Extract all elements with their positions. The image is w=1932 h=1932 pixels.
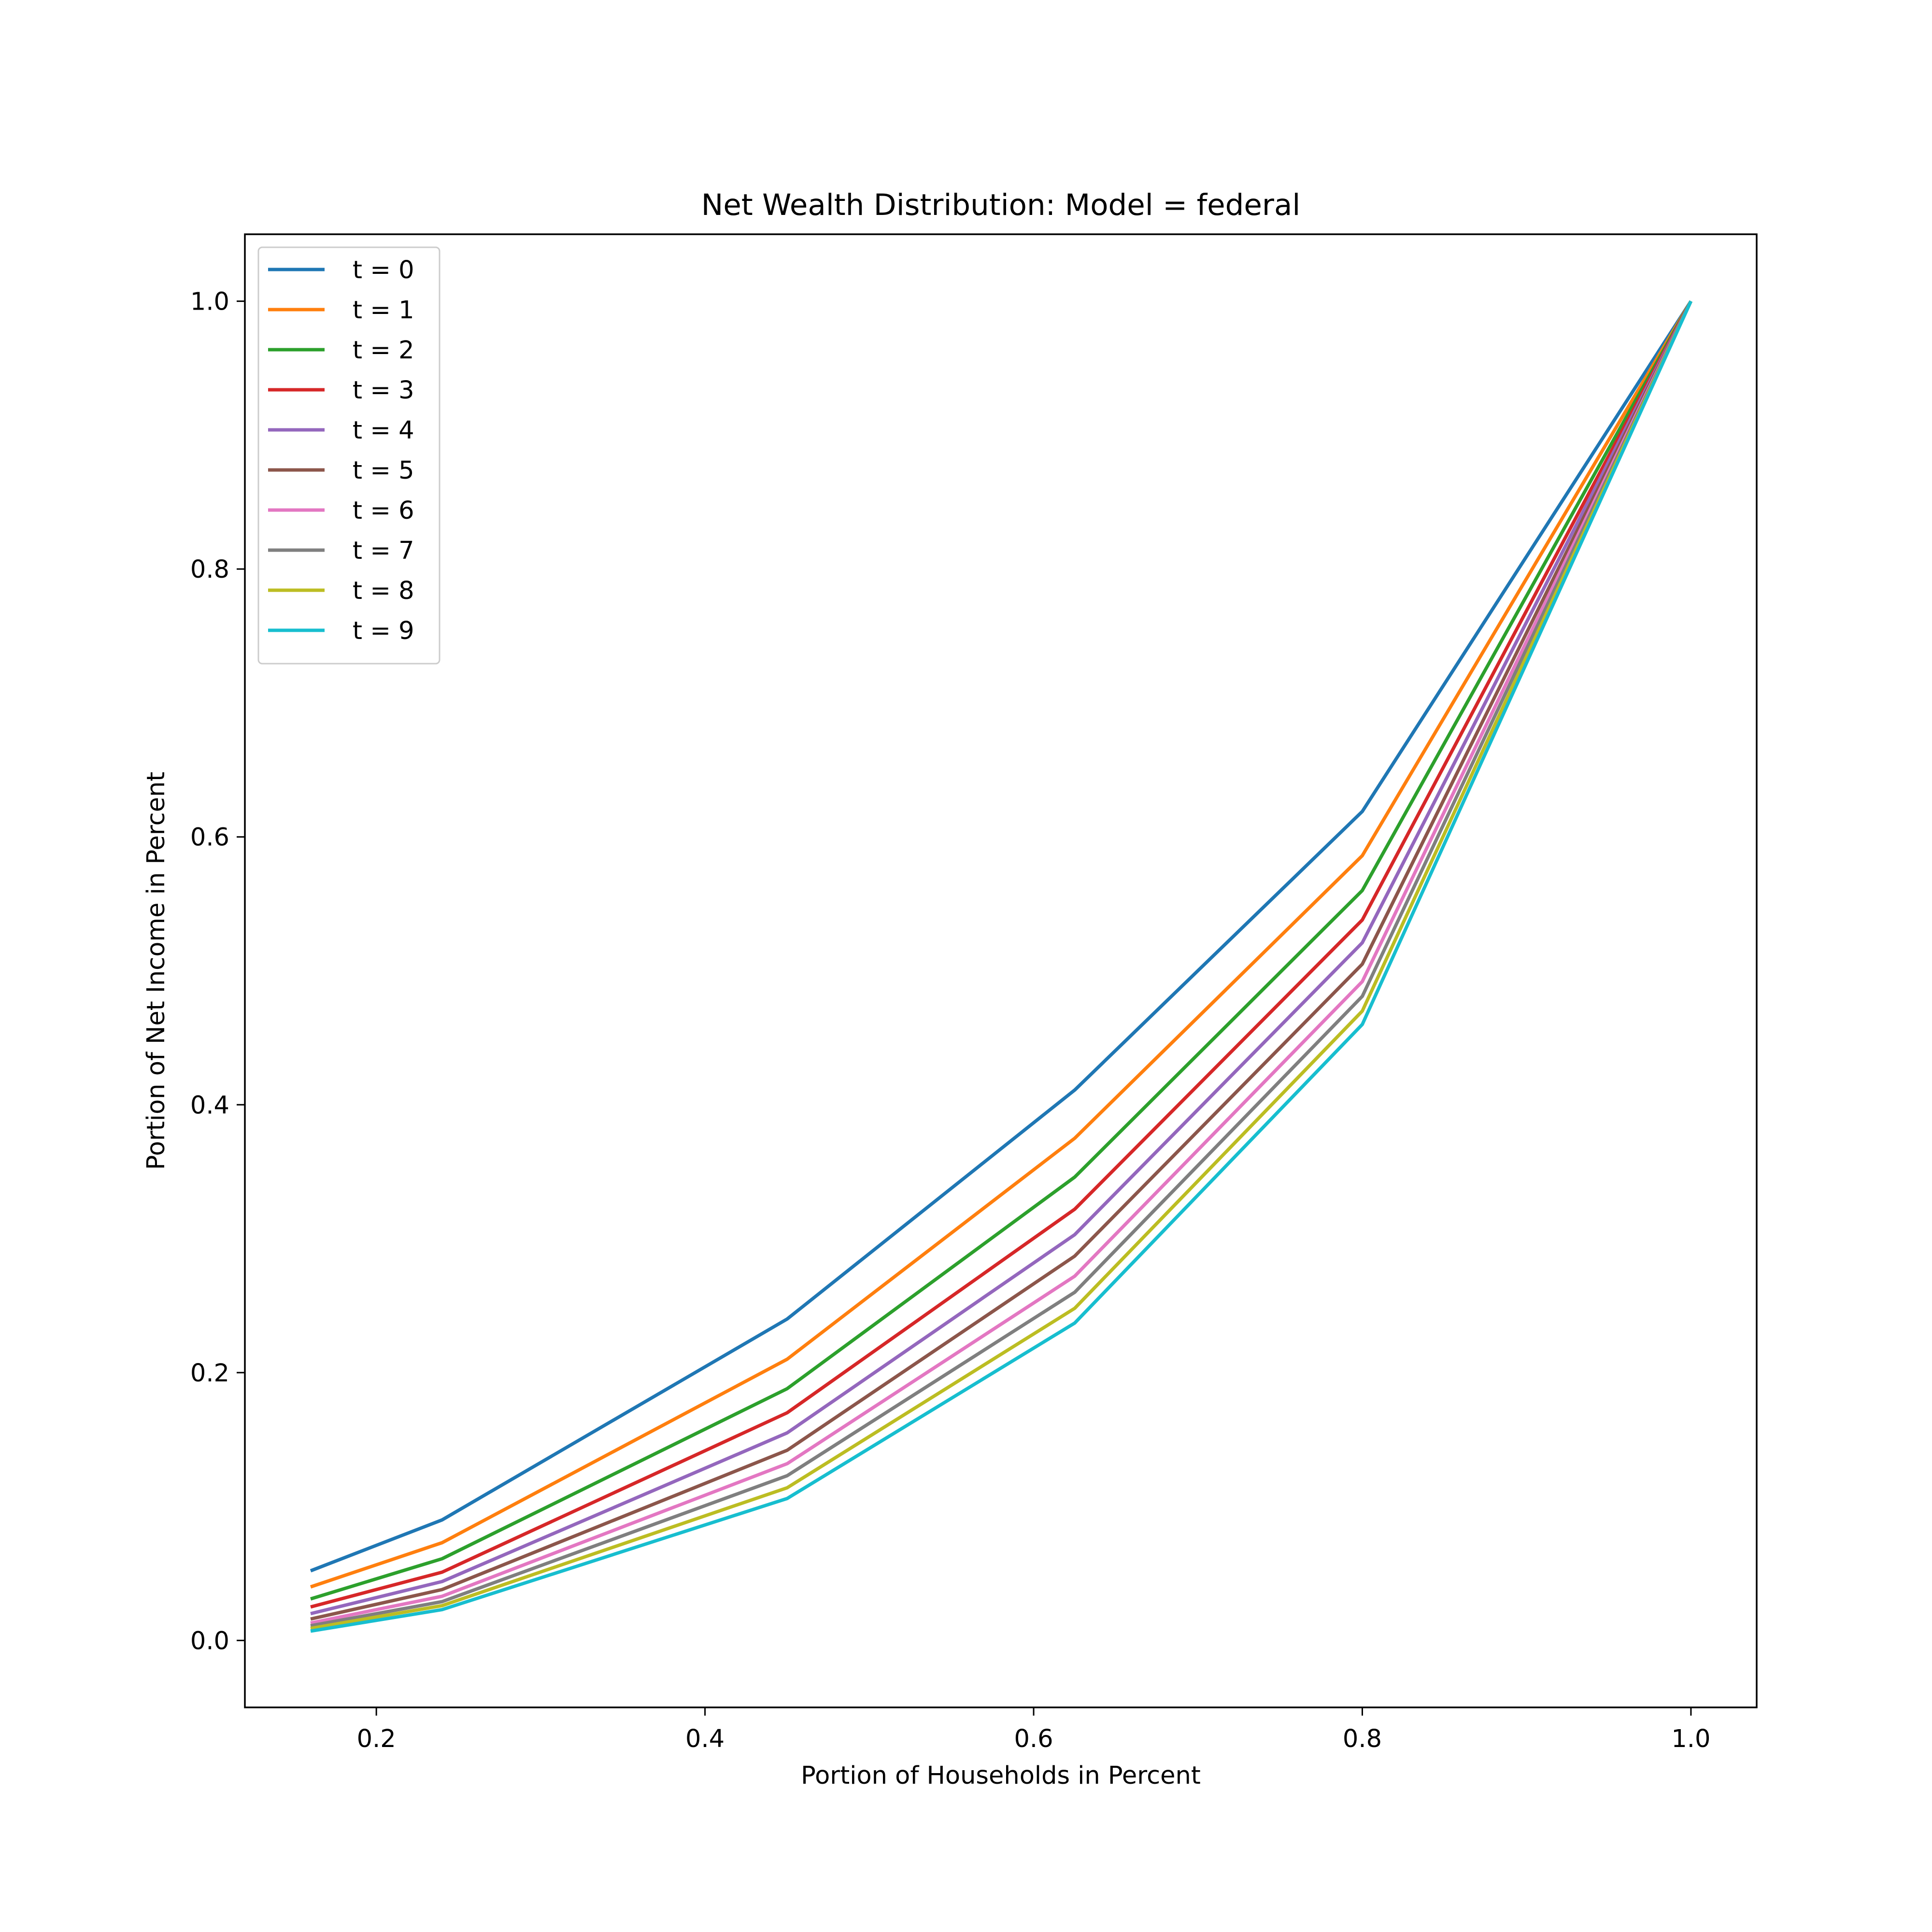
- x-tick-label: 0.6: [1014, 1725, 1053, 1753]
- legend: t = 0 t = 1 t = 2 t = 3 t = 4 t = 5 t = 6 t = 7…: [257, 246, 440, 665]
- y-tick-label: 0.8: [190, 555, 229, 584]
- legend-label-t6: t = 6: [353, 497, 414, 525]
- y-tick-label: 1.0: [190, 288, 229, 316]
- y-tick-label: 0.6: [190, 824, 229, 852]
- x-tick-label: 0.4: [685, 1725, 724, 1753]
- series-line-t4: [310, 300, 1693, 1616]
- y-axis-label: Portion of Net Income in Percent: [142, 772, 170, 1170]
- legend-label-t5: t = 5: [353, 456, 414, 485]
- legend-label-t0: t = 0: [353, 256, 414, 284]
- series-line-t7: [310, 300, 1693, 1628]
- series-line-t8: [310, 300, 1693, 1630]
- legend-label-t4: t = 4: [353, 416, 414, 445]
- y-tick-label: 0.4: [190, 1091, 229, 1120]
- legend-label-t3: t = 3: [353, 376, 414, 405]
- series-line-t5: [310, 300, 1693, 1621]
- series-line-t6: [310, 300, 1693, 1625]
- chart-title: Net Wealth Distribution: Model = federal: [701, 188, 1301, 222]
- series-line-t3: [310, 300, 1692, 1609]
- x-axis-label: Portion of Households in Percent: [801, 1762, 1201, 1790]
- series-line-t1: [310, 300, 1692, 1589]
- legend-label-t9: t = 9: [353, 617, 414, 645]
- y-tick-label: 0.2: [190, 1359, 229, 1388]
- legend-label-t7: t = 7: [353, 537, 414, 565]
- legend-label-t2: t = 2: [353, 336, 414, 365]
- series-line-t0: [310, 300, 1692, 1573]
- series-line-t2: [310, 300, 1692, 1601]
- y-axis: 0.0 0.2 0.4 0.6 0.8 1.0: [190, 288, 245, 1655]
- plot-frame: [244, 233, 1758, 1708]
- legend-label-t1: t = 1: [353, 296, 414, 325]
- series-layer: [310, 300, 1693, 1633]
- x-axis: 0.2 0.4 0.6 0.8 1.0: [357, 1707, 1710, 1753]
- x-tick-label: 0.2: [357, 1725, 396, 1753]
- x-tick-label: 1.0: [1671, 1725, 1710, 1753]
- legend-label-t8: t = 8: [353, 577, 414, 605]
- y-tick-label: 0.0: [190, 1627, 229, 1655]
- series-line-t9: [310, 300, 1693, 1633]
- x-tick-label: 0.8: [1343, 1725, 1382, 1753]
